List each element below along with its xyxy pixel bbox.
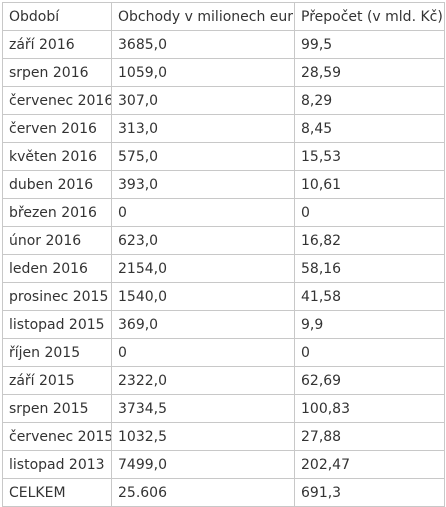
cell-trades-million-eur: 393,0	[111, 170, 295, 199]
cell-trades-million-eur: 25.606	[111, 478, 295, 507]
cell-conversion-bn-czk: 15,53	[294, 142, 445, 171]
cell-conversion-bn-czk: 10,61	[294, 170, 445, 199]
cell-period: září 2015	[2, 366, 112, 395]
cell-conversion-bn-czk: 27,88	[294, 422, 445, 451]
cell-period: červenec 2016	[2, 86, 112, 115]
cell-conversion-bn-czk: 8,29	[294, 86, 445, 115]
cell-conversion-bn-czk: 691,3	[294, 478, 445, 507]
table-row: březen 2016 0 0	[2, 198, 445, 227]
header-trades-million-eur: Obchody v milionech eur	[111, 2, 295, 31]
table-row: únor 2016 623,0 16,82	[2, 226, 445, 255]
cell-trades-million-eur: 0	[111, 338, 295, 367]
cell-period: CELKEM	[2, 478, 112, 507]
cell-conversion-bn-czk: 0	[294, 198, 445, 227]
cell-period: listopad 2015	[2, 310, 112, 339]
table-row: listopad 2013 7499,0 202,47	[2, 450, 445, 479]
cell-period: říjen 2015	[2, 338, 112, 367]
cell-period: září 2016	[2, 30, 112, 59]
cell-conversion-bn-czk: 41,58	[294, 282, 445, 311]
table-header-row: Období Obchody v milionech eur Přepočet …	[2, 2, 445, 31]
cell-conversion-bn-czk: 8,45	[294, 114, 445, 143]
table-row: červen 2016 313,0 8,45	[2, 114, 445, 143]
cell-period: srpen 2016	[2, 58, 112, 87]
cell-period: květen 2016	[2, 142, 112, 171]
header-period: Období	[2, 2, 112, 31]
cell-conversion-bn-czk: 99,5	[294, 30, 445, 59]
cell-trades-million-eur: 1540,0	[111, 282, 295, 311]
table-row: prosinec 2015 1540,0 41,58	[2, 282, 445, 311]
cell-trades-million-eur: 313,0	[111, 114, 295, 143]
cell-period: listopad 2013	[2, 450, 112, 479]
cell-period: srpen 2015	[2, 394, 112, 423]
table-row: září 2015 2322,0 62,69	[2, 366, 445, 395]
table-row: květen 2016 575,0 15,53	[2, 142, 445, 171]
table-row: CELKEM 25.606 691,3	[2, 478, 445, 507]
cell-period: červenec 2015	[2, 422, 112, 451]
cell-period: březen 2016	[2, 198, 112, 227]
table-row: září 2016 3685,0 99,5	[2, 30, 445, 59]
cell-period: leden 2016	[2, 254, 112, 283]
cell-period: duben 2016	[2, 170, 112, 199]
cell-trades-million-eur: 575,0	[111, 142, 295, 171]
cell-trades-million-eur: 1032,5	[111, 422, 295, 451]
cell-conversion-bn-czk: 16,82	[294, 226, 445, 255]
cell-trades-million-eur: 3685,0	[111, 30, 295, 59]
cell-conversion-bn-czk: 100,83	[294, 394, 445, 423]
table-row: listopad 2015 369,0 9,9	[2, 310, 445, 339]
cell-period: prosinec 2015	[2, 282, 112, 311]
table-body: září 2016 3685,0 99,5 srpen 2016 1059,0 28,59…	[2, 30, 445, 507]
cell-period: únor 2016	[2, 226, 112, 255]
cell-trades-million-eur: 2322,0	[111, 366, 295, 395]
table-row: červenec 2015 1032,5 27,88	[2, 422, 445, 451]
table-row: leden 2016 2154,0 58,16	[2, 254, 445, 283]
table-row: červenec 2016 307,0 8,29	[2, 86, 445, 115]
cell-conversion-bn-czk: 28,59	[294, 58, 445, 87]
cell-conversion-bn-czk: 62,69	[294, 366, 445, 395]
table-row: srpen 2015 3734,5 100,83	[2, 394, 445, 423]
table-row: srpen 2016 1059,0 28,59	[2, 58, 445, 87]
cell-conversion-bn-czk: 202,47	[294, 450, 445, 479]
cell-trades-million-eur: 0	[111, 198, 295, 227]
cell-trades-million-eur: 369,0	[111, 310, 295, 339]
cell-conversion-bn-czk: 58,16	[294, 254, 445, 283]
cell-conversion-bn-czk: 9,9	[294, 310, 445, 339]
table-row: duben 2016 393,0 10,61	[2, 170, 445, 199]
cell-trades-million-eur: 623,0	[111, 226, 295, 255]
cell-conversion-bn-czk: 0	[294, 338, 445, 367]
cell-trades-million-eur: 7499,0	[111, 450, 295, 479]
cell-trades-million-eur: 1059,0	[111, 58, 295, 87]
cell-trades-million-eur: 2154,0	[111, 254, 295, 283]
table-row: říjen 2015 0 0	[2, 338, 445, 367]
cell-trades-million-eur: 307,0	[111, 86, 295, 115]
cell-period: červen 2016	[2, 114, 112, 143]
cell-trades-million-eur: 3734,5	[111, 394, 295, 423]
header-conversion-bn-czk: Přepočet (v mld. Kč)	[294, 2, 445, 31]
